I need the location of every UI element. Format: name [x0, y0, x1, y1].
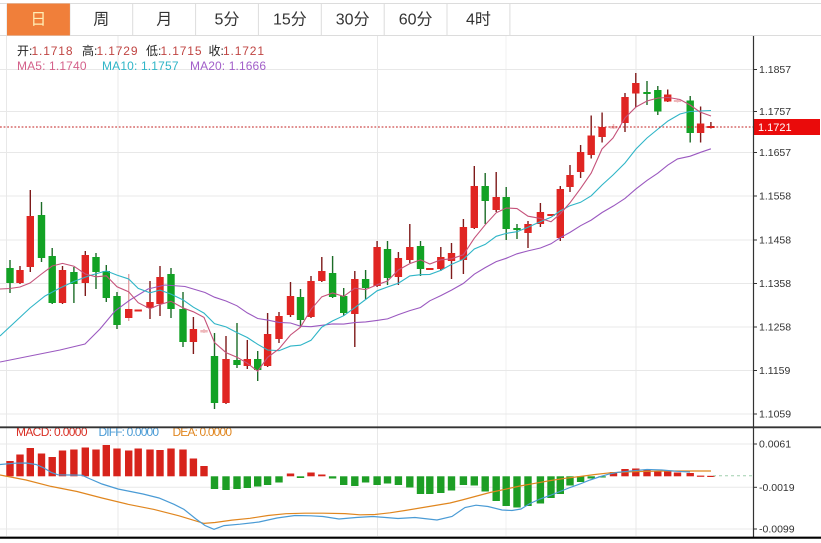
- svg-text:0.0061: 0.0061: [759, 439, 791, 451]
- svg-text:MACD: 0.0000: MACD: 0.0000: [16, 425, 88, 439]
- svg-text:15分: 15分: [273, 11, 307, 29]
- svg-text:周: 周: [93, 12, 109, 29]
- svg-text:1.1718: 1.1718: [32, 44, 73, 58]
- svg-text:1.1558: 1.1558: [759, 191, 791, 203]
- svg-text:-0.0099: -0.0099: [759, 524, 795, 536]
- svg-text:日: 日: [30, 12, 46, 29]
- svg-text:1.1715: 1.1715: [161, 44, 202, 58]
- svg-text:1.1729: 1.1729: [97, 44, 138, 58]
- svg-text:低:: 低:: [146, 44, 161, 58]
- svg-text:1.1657: 1.1657: [759, 147, 791, 159]
- svg-text:1.1721: 1.1721: [758, 122, 792, 134]
- svg-text:DIFF: 0.0000: DIFF: 0.0000: [99, 425, 160, 439]
- svg-text:1.1358: 1.1358: [759, 278, 791, 290]
- svg-text:60分: 60分: [399, 11, 433, 29]
- svg-text:1.1721: 1.1721: [223, 44, 264, 58]
- svg-text:1.1757: 1.1757: [759, 106, 791, 118]
- svg-text:MA10: 1.1757: MA10: 1.1757: [102, 59, 179, 73]
- svg-text:高:: 高:: [82, 43, 97, 58]
- svg-text:DEA: 0.0000: DEA: 0.0000: [173, 425, 233, 439]
- svg-text:4时: 4时: [466, 11, 491, 29]
- svg-text:1.1159: 1.1159: [759, 365, 790, 377]
- svg-text:-0.0019: -0.0019: [759, 482, 795, 494]
- svg-text:1.1857: 1.1857: [759, 64, 791, 76]
- svg-text:MA5: 1.1740: MA5: 1.1740: [17, 59, 87, 73]
- svg-text:月: 月: [156, 12, 172, 29]
- svg-text:收:: 收:: [209, 44, 224, 58]
- svg-text:开:: 开:: [17, 44, 32, 58]
- svg-text:1.1059: 1.1059: [759, 409, 791, 421]
- svg-text:1.1258: 1.1258: [759, 322, 791, 334]
- svg-text:1.1458: 1.1458: [759, 235, 791, 247]
- svg-text:MA20: 1.1666: MA20: 1.1666: [190, 59, 266, 73]
- svg-text:30分: 30分: [336, 11, 370, 29]
- svg-text:5分: 5分: [215, 11, 240, 29]
